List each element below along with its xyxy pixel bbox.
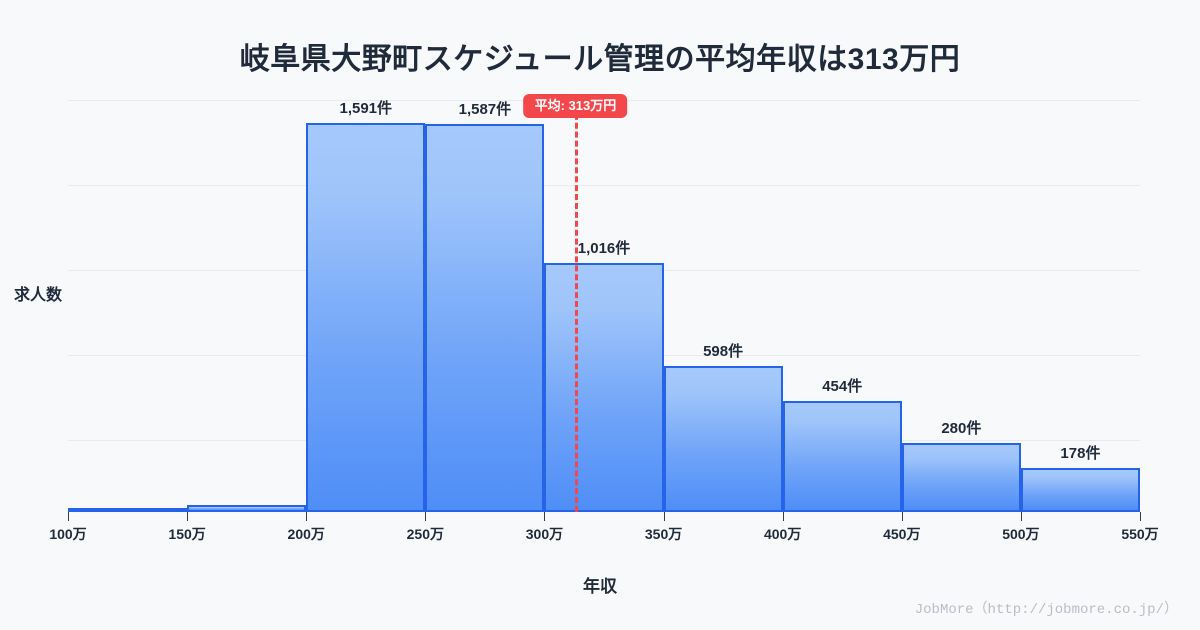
x-axis-title: 年収 (583, 577, 617, 596)
x-axis-tick (187, 512, 189, 521)
x-axis-tick (306, 512, 308, 521)
bar-value-label: 1,587件 (458, 100, 512, 118)
bar-100万 (68, 508, 188, 512)
x-axis-tick-label: 250万 (406, 526, 445, 542)
bar-500万 (1020, 468, 1140, 512)
x-axis-tick (425, 512, 427, 521)
bar-450万 (901, 443, 1021, 512)
x-axis-tick (782, 512, 784, 521)
x-axis-tick (68, 512, 69, 521)
page-title: 岐阜県大野町スケジュール管理の平均年収は313万円 (239, 43, 961, 76)
x-axis-tick-label: 400万 (763, 526, 802, 542)
bar-value-label: 598件 (703, 342, 744, 360)
bar-400万 (782, 400, 902, 512)
x-axis-tick-label: 500万 (1002, 526, 1040, 542)
bar-value-label: 280件 (941, 420, 982, 438)
bar-300万 (544, 263, 664, 512)
x-axis-tick (663, 512, 665, 521)
bar-200万 (306, 122, 426, 512)
average-line (575, 96, 579, 512)
bar-350万 (663, 365, 783, 512)
x-axis-tick-label: 100万 (49, 526, 87, 542)
average-badge: 平均: 313万円 (523, 94, 628, 118)
x-axis-tick (901, 512, 903, 521)
bar-250万 (425, 123, 545, 512)
gridline (68, 185, 1140, 186)
watermark-footer: JobMore（http://jobmore.co.jp/） (914, 602, 1178, 618)
x-axis-tick-label: 350万 (644, 526, 683, 542)
y-axis-title: 求人数 (14, 287, 63, 304)
x-axis-tick-label: 550万 (1121, 526, 1159, 542)
x-axis-ticks: 100万 150万 200万 250万 300万 350万 400万 450万 500万 550万 (49, 512, 1159, 552)
x-axis-tick (544, 512, 546, 521)
bar-series: 1,591件 1,587件 1,016件 598件 454件 280件 178件 (68, 96, 1140, 512)
plot-area: 1,591件 1,587件 1,016件 598件 454件 280件 178件 平均: 3… (68, 94, 1140, 512)
bar-value-label: 1,591件 (339, 99, 393, 117)
x-axis-tick-label: 450万 (883, 526, 921, 542)
x-axis-tick-label: 200万 (287, 526, 325, 542)
bar-value-label: 1,016件 (577, 240, 631, 258)
x-axis-tick-label: 150万 (168, 526, 206, 542)
bar-150万 (187, 505, 307, 512)
bar-value-label: 454件 (822, 377, 863, 395)
x-axis-tick (1020, 512, 1022, 521)
x-axis-tick (1140, 512, 1141, 521)
bar-value-label: 178件 (1060, 445, 1101, 463)
x-axis-tick-label: 300万 (525, 526, 564, 542)
